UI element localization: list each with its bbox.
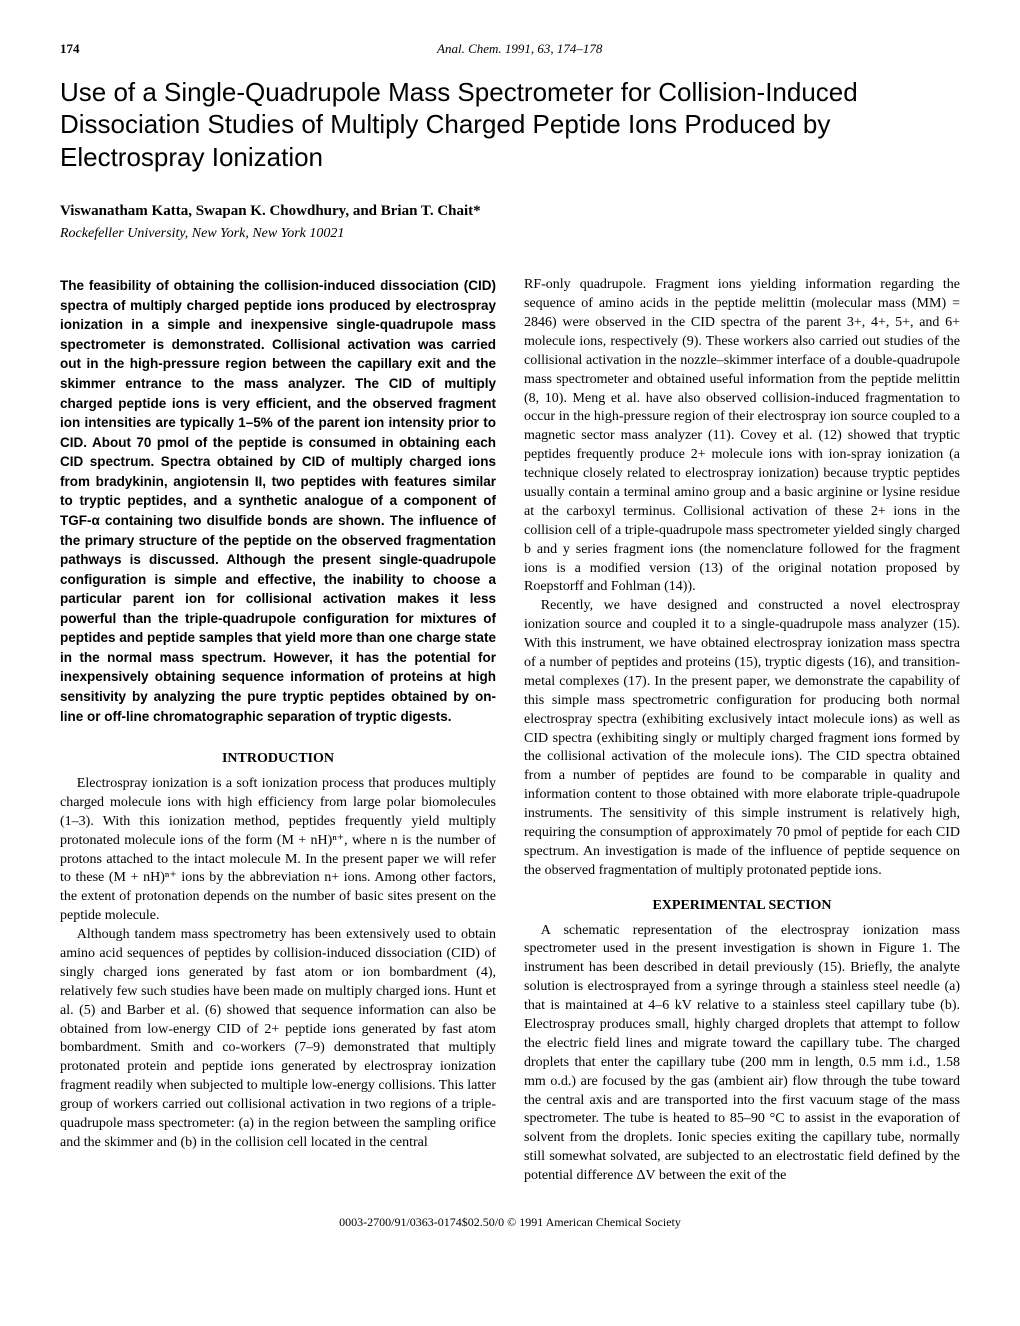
affiliation: Rockefeller University, New York, New Yo… [60, 225, 960, 244]
experimental-paragraph: A schematic representation of the electr… [524, 922, 960, 1186]
abstract: The feasibility of obtaining the collisi… [60, 276, 496, 726]
section-heading-introduction: INTRODUCTION [60, 750, 496, 769]
author-line: Viswanatham Katta, Swapan K. Chowdhury, … [60, 201, 960, 221]
section-heading-experimental: EXPERIMENTAL SECTION [524, 897, 960, 916]
journal-reference: Anal. Chem. 1991, 63, 174–178 [437, 41, 602, 56]
page-number: 174 [60, 40, 80, 58]
copyright-footer: 0003-2700/91/0363-0174$02.50/0 © 1991 Am… [60, 1214, 960, 1230]
intro-paragraph: Electrospray ionization is a soft ioniza… [60, 775, 496, 926]
article-body: The feasibility of obtaining the collisi… [60, 276, 960, 1186]
body-paragraph: RF-only quadrupole. Fragment ions yieldi… [524, 276, 960, 597]
article-title: Use of a Single-Quadrupole Mass Spectrom… [60, 76, 960, 174]
body-paragraph: Recently, we have designed and construct… [524, 597, 960, 880]
intro-paragraph: Although tandem mass spectrometry has be… [60, 926, 496, 1153]
running-head: 174 Anal. Chem. 1991, 63, 174–178 [60, 40, 960, 58]
